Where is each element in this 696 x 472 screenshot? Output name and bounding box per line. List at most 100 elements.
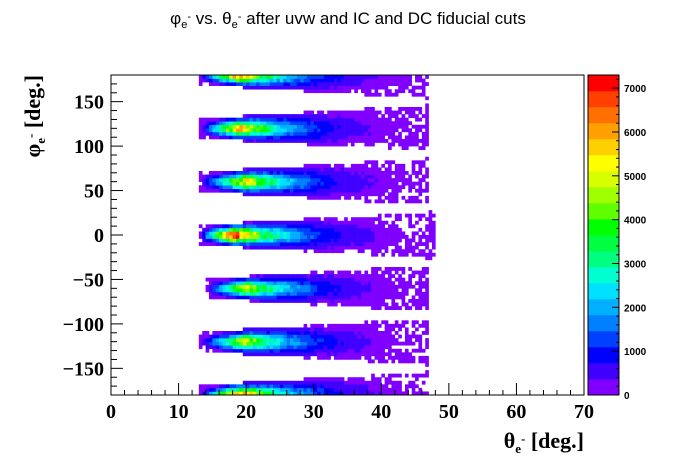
heatmap-cell: [425, 75, 429, 79]
heatmap-cell: [323, 174, 328, 179]
heatmap-cell: [306, 82, 311, 86]
heatmap-cell: [361, 178, 365, 182]
heatmap-cell: [340, 348, 345, 353]
heatmap-cell: [357, 284, 362, 289]
heatmap-cell: [323, 114, 328, 118]
heatmap-cell: [256, 139, 260, 143]
heatmap-cell: [344, 380, 348, 385]
heatmap-cell: [425, 245, 429, 250]
heatmap-cell: [388, 195, 392, 200]
heatmap-cell: [357, 274, 362, 278]
heatmap-cell: [313, 227, 318, 232]
heatmap-cell: [404, 135, 409, 140]
heatmap-cell: [212, 131, 217, 136]
heatmap-cell: [344, 384, 348, 389]
heatmap-cell: [266, 235, 271, 239]
heatmap-cell: [428, 256, 433, 261]
heatmap-cell: [388, 114, 392, 118]
heatmap-cell: [263, 188, 267, 193]
heatmap-cell: [259, 220, 264, 225]
heatmap-cell: [421, 295, 426, 300]
heatmap-cell: [242, 181, 247, 186]
heatmap-cell: [425, 227, 429, 232]
heatmap-cell: [344, 274, 348, 278]
heatmap-cell: [232, 135, 237, 140]
heatmap-cell: [398, 188, 402, 193]
heatmap-cell: [202, 231, 206, 236]
heatmap-cell: [333, 181, 338, 186]
heatmap-cell: [391, 252, 396, 257]
heatmap-cell: [364, 224, 369, 229]
heatmap-cell: [279, 284, 284, 289]
heatmap-cell: [290, 171, 294, 175]
heatmap-cell: [337, 355, 342, 360]
heatmap-cell: [411, 224, 416, 229]
heatmap-cell: [425, 256, 429, 261]
heatmap-cell: [279, 281, 284, 286]
heatmap-cell: [306, 384, 311, 389]
heatmap-cell: [394, 135, 399, 140]
heatmap-cell: [252, 352, 257, 357]
heatmap-cell: [242, 114, 247, 118]
heatmap-cell: [327, 334, 331, 339]
heatmap-cell: [276, 295, 281, 300]
heatmap-cell: [381, 227, 385, 232]
heatmap-cell: [306, 355, 311, 360]
heatmap-cell: [320, 338, 325, 342]
heatmap-cell: [364, 391, 369, 396]
heatmap-cell: [313, 142, 318, 147]
heatmap-cell: [428, 213, 433, 218]
heatmap-cell: [364, 160, 369, 165]
heatmap-cell: [306, 341, 311, 346]
heatmap-cell: [404, 82, 409, 86]
heatmap-cell: [266, 78, 271, 83]
heatmap-cell: [198, 174, 203, 179]
heatmap-cell: [296, 245, 301, 250]
heatmap-cell: [313, 299, 318, 303]
heatmap-cell: [266, 139, 271, 143]
heatmap-cell: [404, 249, 409, 254]
heatmap-cell: [357, 110, 362, 115]
heatmap-cell: [391, 299, 396, 303]
heatmap-cell: [286, 281, 291, 286]
heatmap-cell: [394, 121, 399, 126]
heatmap-cell: [347, 348, 352, 353]
color-scale-label: 3000: [624, 259, 647, 270]
heatmap-cell: [364, 352, 369, 357]
heatmap-cell: [293, 281, 298, 286]
heatmap-cell: [388, 131, 392, 136]
heatmap-cell: [239, 284, 244, 289]
heatmap-cell: [317, 281, 321, 286]
heatmap-cell: [421, 252, 426, 257]
heatmap-cell: [286, 114, 291, 118]
heatmap-cell: [296, 341, 301, 346]
heatmap-cell: [354, 181, 358, 186]
heatmap-cell: [408, 142, 412, 147]
heatmap-cell: [323, 377, 328, 382]
heatmap-cell: [415, 124, 419, 129]
heatmap-cell: [354, 323, 358, 328]
heatmap-cell: [381, 131, 385, 136]
heatmap-cell: [202, 235, 206, 239]
heatmap-cell: [364, 227, 369, 232]
heatmap-cell: [205, 231, 210, 236]
heatmap-cell: [303, 355, 308, 360]
heatmap-cell: [276, 352, 281, 357]
heatmap-cell: [377, 92, 382, 97]
heatmap-cell: [418, 124, 423, 129]
heatmap-cell: [374, 267, 379, 271]
heatmap-cell: [276, 341, 281, 346]
heatmap-cell: [394, 217, 399, 222]
heatmap-cell: [232, 178, 237, 182]
heatmap-cell: [293, 114, 298, 118]
heatmap-cell: [252, 334, 257, 339]
heatmap-cell: [394, 391, 399, 396]
heatmap-cell: [310, 384, 315, 389]
heatmap-cell: [306, 338, 311, 342]
heatmap-cell: [374, 114, 379, 118]
heatmap-cell: [364, 291, 369, 296]
heatmap-cell: [219, 281, 223, 286]
heatmap-cell: [357, 291, 362, 296]
heatmap-cell: [225, 277, 230, 282]
heatmap-cell: [415, 242, 419, 246]
